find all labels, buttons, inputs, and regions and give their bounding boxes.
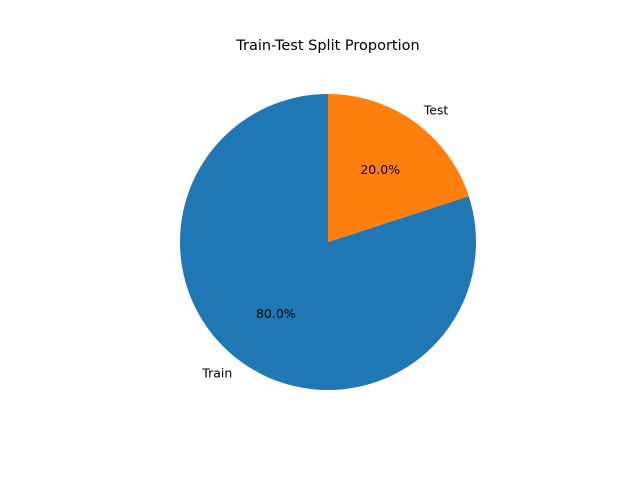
chart-title: Train-Test Split Proportion	[235, 38, 419, 54]
pie-slice-test	[328, 94, 469, 242]
slice-percent-test: 20.0%	[360, 162, 400, 177]
slice-label-test: Test	[423, 102, 449, 117]
pie-slice-train	[180, 94, 477, 391]
slice-label-train: Train	[201, 366, 232, 381]
slice-percent-train: 80.0%	[256, 306, 296, 321]
pie-slices	[180, 94, 477, 391]
pie-labels: Train 80.0% Test 20.0%	[201, 102, 448, 380]
